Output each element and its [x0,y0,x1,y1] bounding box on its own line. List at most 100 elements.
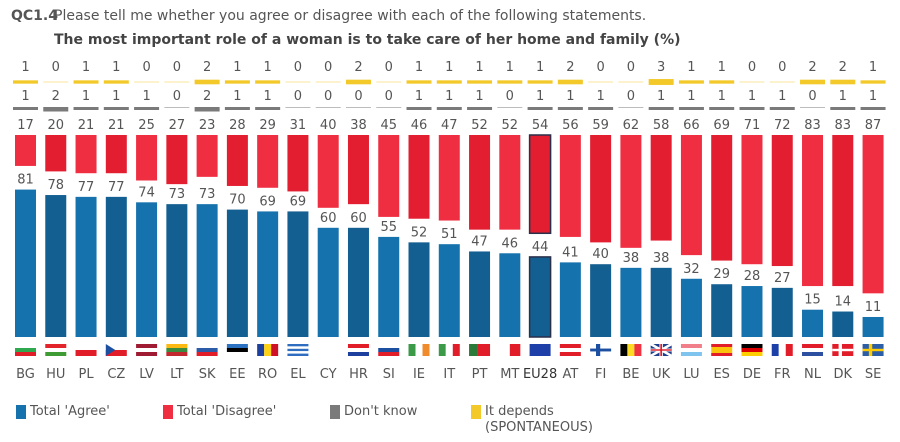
disagree-value-label: 46 [411,118,428,133]
depends-bar [678,80,704,84]
depends-bar [557,79,583,85]
dont-know-bar [43,107,69,112]
disagree-bar [771,135,793,267]
agree-bar [528,256,552,338]
agree-value-label: 77 [108,180,125,195]
depends-value-label: 0 [294,60,302,75]
agree-bar [832,311,854,337]
dont-know-bar [255,107,281,110]
dont-know-value-label: 1 [142,89,150,104]
dont-know-value-label: 2 [203,89,211,104]
legend-item-dont-know: Don't know [330,404,417,419]
dont-know-bar [557,107,583,110]
dont-know-bar [315,107,341,108]
dont-know-bar [497,107,523,108]
depends-value-label: 0 [778,60,786,75]
agree-bar [408,242,430,337]
disagree-bar [438,135,460,221]
legend-label-agree: Total 'Agree' [30,404,110,419]
depends-value-label: 1 [21,60,29,75]
depends-bar [860,80,886,84]
depends-bar [134,81,160,83]
agree-bar [590,264,612,337]
country-label: SK [199,367,216,382]
flag-hu-icon [45,344,67,356]
depends-value-label: 2 [203,60,211,75]
flag-ie-icon [408,344,430,356]
disagree-value-label: 66 [683,118,700,133]
depends-value-label: 1 [687,60,695,75]
dont-know-bar [860,107,886,110]
agree-bar [196,204,218,337]
disagree-bar [317,135,339,208]
dont-know-bar [194,107,220,112]
disagree-bar [650,135,672,241]
disagree-bar [802,135,824,287]
disagree-value-label: 17 [17,118,34,133]
agree-value-label: 47 [471,234,488,249]
country-label: IT [443,367,455,382]
flag-uk-icon [650,342,673,358]
dont-know-value-label: 2 [52,89,60,104]
dont-know-value-label: 1 [687,89,695,104]
depends-value-label: 1 [233,60,241,75]
agree-bar [105,196,127,337]
country-label: LT [170,367,183,382]
flag-lv-icon [136,344,158,356]
depends-bar [345,79,371,85]
depends-value-label: 1 [415,60,423,75]
depends-value-label: 1 [82,60,90,75]
depends-value-label: 2 [354,60,362,75]
disagree-value-label: 28 [229,118,246,133]
dont-know-bar [709,107,735,110]
dont-know-bar [103,107,129,110]
depends-bar [527,80,553,84]
dont-know-bar [739,107,765,110]
disagree-bar [166,135,188,185]
agree-value-label: 52 [411,225,428,240]
country-label: LV [139,367,154,382]
disagree-bar [408,135,430,219]
depends-bar [830,79,856,85]
agree-value-label: 55 [380,220,397,235]
agree-bar [771,287,793,337]
flag-pt-icon [469,344,491,356]
disagree-value-label: 21 [108,118,125,133]
country-label: AT [562,367,578,382]
dont-know-value-label: 1 [112,89,120,104]
disagree-bar [680,135,702,256]
agree-value-label: 11 [865,300,882,315]
disagree-value-label: 83 [804,118,821,133]
country-label: UK [652,367,671,382]
dont-know-value-label: 0 [294,89,302,104]
flag-lt-icon [166,344,188,356]
country-label: SE [865,367,881,382]
agree-bar [257,211,279,337]
agree-bar [650,267,672,337]
depends-value-label: 0 [627,60,635,75]
agree-bar [75,196,97,337]
agree-value-label: 60 [320,211,337,226]
agree-value-label: 69 [290,194,307,209]
dont-know-value-label: 0 [627,89,635,104]
depends-bar [285,81,311,83]
dont-know-value-label: 1 [748,89,756,104]
disagree-value-label: 71 [744,118,761,133]
disagree-value-label: 52 [502,118,519,133]
depends-bar [224,80,250,84]
dont-know-value-label: 1 [82,89,90,104]
depends-value-label: 3 [657,60,665,75]
disagree-bar [15,135,36,166]
agree-value-label: 77 [78,180,95,195]
legend-swatch-agree [16,405,26,419]
disagree-value-label: 20 [47,118,64,133]
country-label: FI [595,367,606,382]
agree-value-label: 51 [441,227,458,242]
depends-value-label: 1 [506,60,514,75]
disagree-bar [620,135,642,248]
depends-bar [800,79,826,85]
agree-bar [862,316,884,337]
agree-bar [136,202,158,337]
agree-bar [559,262,581,337]
country-label: CZ [107,367,125,382]
